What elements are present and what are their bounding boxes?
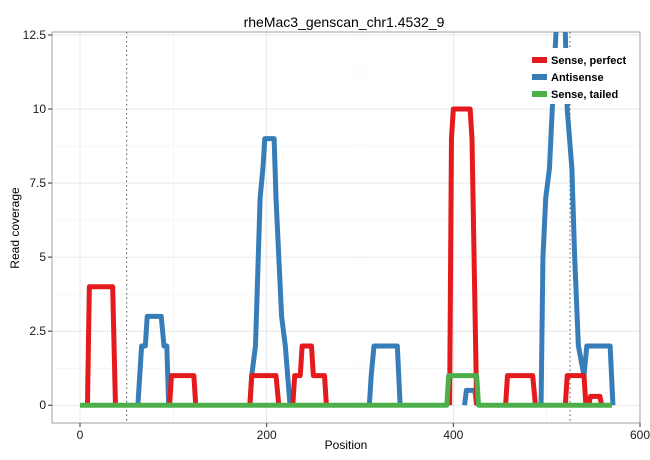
y-tick-label: 10	[33, 102, 47, 116]
x-tick-label: 600	[630, 428, 650, 442]
series-line	[167, 373, 199, 406]
series-line	[247, 373, 282, 406]
series-sense-perfect	[84, 106, 605, 406]
x-tick-label: 0	[77, 428, 84, 442]
legend-label: Antisense	[551, 72, 604, 84]
series-line	[503, 373, 538, 406]
x-tick-label: 200	[257, 428, 277, 442]
y-tick-label: 2.5	[29, 324, 46, 338]
series-line	[562, 373, 589, 406]
legend-label: Sense, tailed	[551, 89, 618, 101]
reference-lines	[126, 32, 571, 423]
series-line	[586, 393, 605, 406]
chart-title: rheMac3_genscan_chr1.4532_9	[244, 14, 445, 30]
series-line	[80, 373, 612, 408]
data-series	[80, 32, 616, 408]
series-line	[84, 284, 118, 406]
series-line	[247, 136, 293, 406]
legend: Sense, perfect Antisense Sense, tailed	[526, 48, 628, 104]
y-axis-title: Read coverage	[8, 187, 22, 269]
series-line	[135, 313, 172, 406]
x-tick-label: 400	[443, 428, 463, 442]
series-sense-tailed	[80, 373, 612, 408]
series-line	[562, 32, 616, 406]
plot-panel-border	[51, 31, 641, 424]
series-line	[366, 343, 403, 406]
y-tick-label: 7.5	[29, 176, 46, 190]
x-axis-title: Position	[325, 438, 368, 452]
y-tick-label: 5	[39, 250, 46, 264]
series-line	[447, 106, 480, 406]
legend-label: Sense, perfect	[551, 55, 627, 67]
y-tick-label: 12.5	[23, 28, 47, 42]
y-tick-label: 0	[39, 398, 46, 412]
series-line	[290, 343, 329, 406]
axes: 0 200 400 600 0 2.5 5 7.5 10 12.5	[23, 28, 650, 442]
